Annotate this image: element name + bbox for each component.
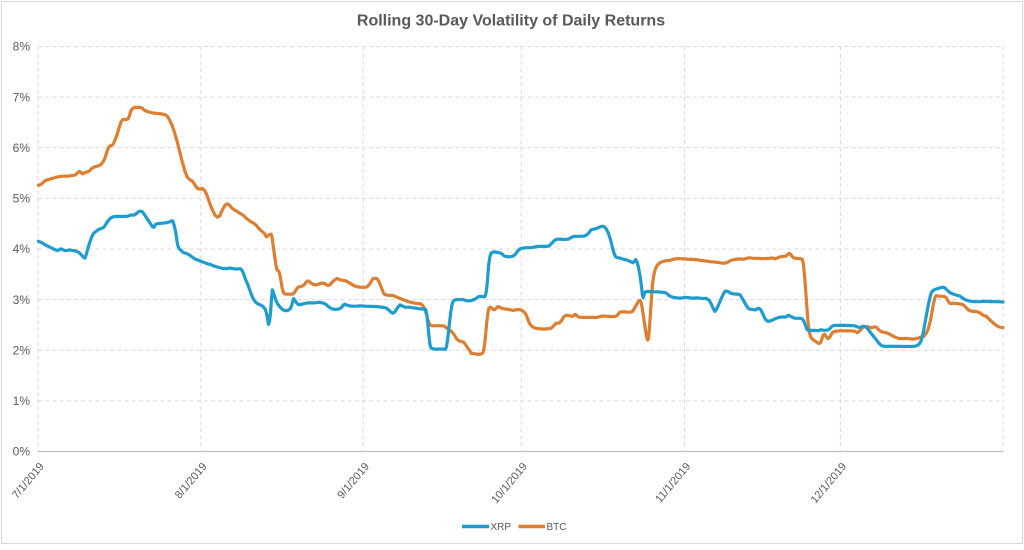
- svg-text:2%: 2%: [13, 343, 31, 357]
- svg-text:5%: 5%: [13, 192, 31, 206]
- svg-text:XRP: XRP: [491, 522, 512, 533]
- svg-text:Rolling 30-Day Volatility of D: Rolling 30-Day Volatility of Daily Retur…: [357, 13, 665, 30]
- svg-text:7%: 7%: [13, 90, 31, 104]
- svg-text:1%: 1%: [13, 394, 31, 408]
- svg-text:BTC: BTC: [547, 522, 567, 533]
- svg-text:3%: 3%: [13, 293, 31, 307]
- svg-text:8%: 8%: [13, 40, 31, 54]
- svg-text:6%: 6%: [13, 141, 31, 155]
- svg-text:4%: 4%: [13, 242, 31, 256]
- svg-text:0%: 0%: [13, 445, 31, 459]
